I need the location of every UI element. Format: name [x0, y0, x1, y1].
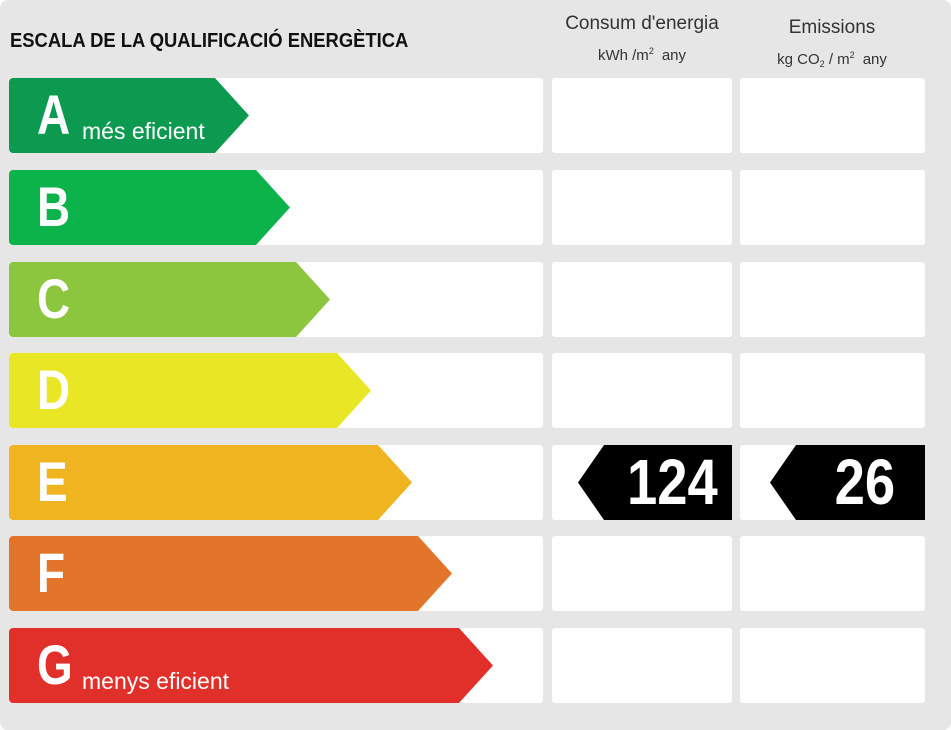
rating-arrow-b: B	[9, 170, 290, 245]
rating-arrow-f: F	[9, 536, 452, 611]
rating-letter: F	[37, 541, 66, 604]
energy-value: 124	[627, 446, 718, 518]
rating-row-c: C	[0, 262, 951, 337]
rating-row-b: B	[0, 170, 951, 245]
energy-column-heading: Consum d'energia	[565, 13, 719, 34]
rating-letter: G	[37, 633, 73, 696]
emissions-value: 26	[834, 446, 895, 518]
emissions-unit-tail: any	[862, 51, 887, 68]
rating-caption: menys eficient	[82, 668, 230, 694]
rating-row-e: E 124 26	[0, 445, 951, 520]
emissions-unit-kg: kg CO	[777, 51, 820, 68]
emissions-cell	[740, 536, 925, 611]
emissions-column-header: Emissions kg CO2 / m2 any	[740, 16, 924, 75]
energy-column-unit: kWh /m2 any	[552, 40, 732, 67]
energy-unit-exp: 2	[648, 46, 654, 56]
emissions-unit-exp: 2	[849, 50, 855, 60]
emissions-column-unit: kg CO2 / m2 any	[740, 44, 924, 75]
energy-cell	[552, 536, 732, 611]
label-title: ESCALA DE LA QUALIFICACIÓ ENERGÈTICA	[10, 30, 409, 52]
energy-cell	[552, 78, 732, 153]
energy-cell	[552, 628, 732, 703]
emissions-cell	[740, 353, 925, 428]
energy-cell	[552, 170, 732, 245]
rating-letter: A	[37, 83, 71, 146]
rating-arrow-d: D	[9, 353, 371, 428]
emissions-column-heading: Emissions	[788, 17, 876, 38]
emissions-cell	[740, 78, 925, 153]
rating-letter: B	[37, 175, 71, 238]
rating-letter: D	[37, 358, 71, 421]
energy-column-header: Consum d'energia kWh /m2 any	[552, 12, 732, 67]
rating-letter: E	[37, 450, 68, 513]
emissions-unit-slash: / m	[828, 51, 850, 68]
emissions-unit-sub: 2	[819, 59, 825, 69]
energy-unit-tail: any	[661, 47, 687, 64]
rating-letter: C	[37, 267, 71, 330]
energy-unit-main: kWh /m	[597, 47, 649, 64]
emissions-value-badge: 26	[770, 445, 925, 520]
energy-value-badge: 124	[578, 445, 732, 520]
rating-row-f: F	[0, 536, 951, 611]
emissions-cell	[740, 170, 925, 245]
rating-row-d: D	[0, 353, 951, 428]
emissions-cell	[740, 628, 925, 703]
energy-cell	[552, 262, 732, 337]
emissions-cell	[740, 262, 925, 337]
rating-arrow-e: E	[9, 445, 412, 520]
rating-caption: més eficient	[82, 118, 205, 144]
rating-arrow-c: C	[9, 262, 330, 337]
energy-cell	[552, 353, 732, 428]
